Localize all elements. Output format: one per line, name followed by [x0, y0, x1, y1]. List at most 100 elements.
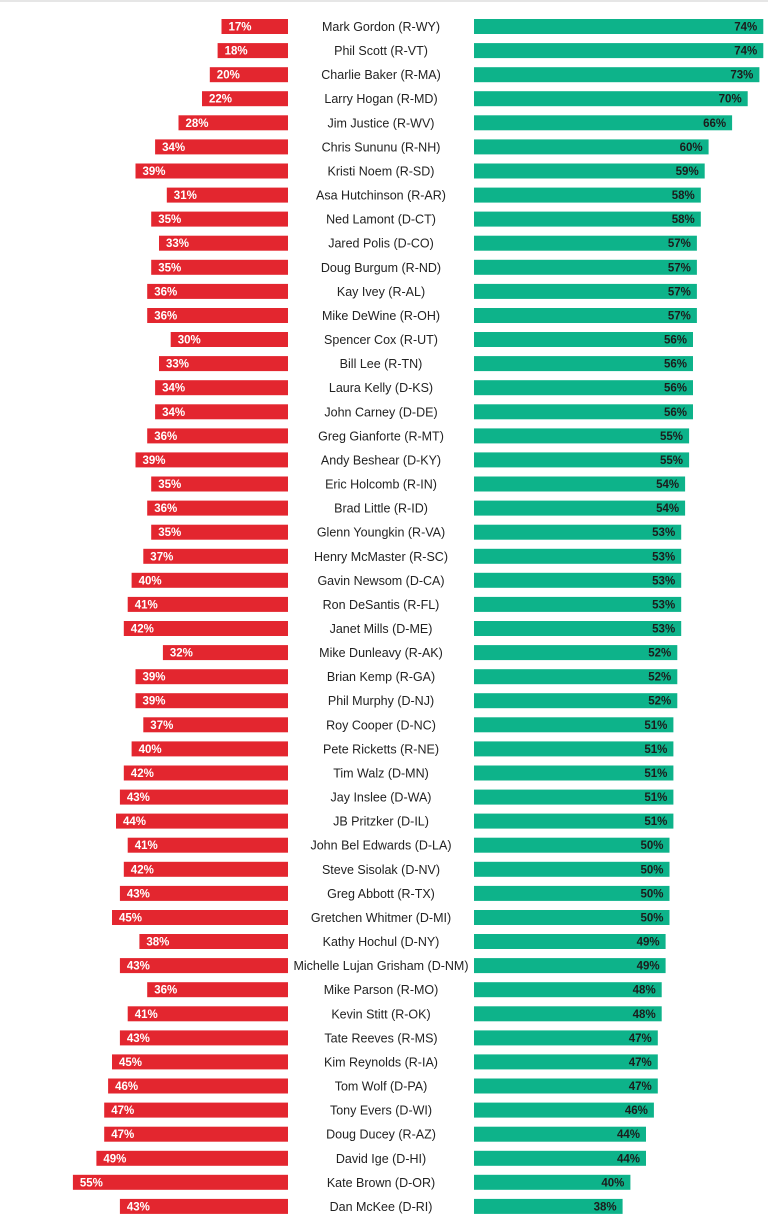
- disapprove-value-label: 47%: [111, 1105, 134, 1117]
- approve-bar: [474, 332, 693, 347]
- approve-value-label: 74%: [734, 22, 757, 34]
- governor-label: JB Pritzker (D-IL): [333, 815, 429, 829]
- disapprove-value-label: 39%: [143, 672, 166, 684]
- disapprove-bar: [155, 139, 288, 155]
- disapprove-bar: [217, 43, 288, 59]
- disapprove-bar: [116, 813, 288, 829]
- approve-bar: [474, 163, 705, 179]
- approve-value-label: 50%: [640, 888, 663, 900]
- disapprove-bar: [127, 1006, 288, 1022]
- disapprove-bar: [147, 982, 288, 998]
- approve-bar: [474, 741, 674, 757]
- approve-value-label: 58%: [672, 190, 695, 202]
- approve-bar: [474, 1174, 631, 1190]
- approve-bar: [474, 235, 697, 251]
- approve-bar: [474, 693, 678, 709]
- governor-label: Janet Mills (D-ME): [330, 622, 433, 636]
- disapprove-bar: [166, 187, 288, 203]
- disapprove-value-label: 37%: [150, 720, 173, 732]
- approve-bar: [474, 861, 670, 877]
- disapprove-bar: [151, 259, 288, 275]
- disapprove-bar: [147, 283, 288, 299]
- disapprove-value-label: 43%: [127, 1033, 150, 1045]
- disapprove-value-label: 42%: [131, 624, 154, 636]
- approve-bar: [474, 356, 693, 372]
- governor-label: Laura Kelly (D-KS): [329, 381, 433, 395]
- governor-label: Asa Hutchinson (R-AR): [316, 189, 446, 203]
- disapprove-value-label: 43%: [127, 888, 150, 900]
- approve-bar: [474, 765, 674, 781]
- top-divider: [0, 0, 768, 2]
- disapprove-value-label: 46%: [115, 1081, 138, 1093]
- approve-value-label: 57%: [668, 286, 691, 298]
- disapprove-value-label: 35%: [158, 479, 181, 491]
- disapprove-bar: [96, 1150, 289, 1166]
- disapprove-bar: [155, 380, 288, 396]
- governor-label: Bill Lee (R-TN): [340, 357, 423, 371]
- disapprove-bar: [108, 1078, 288, 1094]
- disapprove-bar: [119, 1030, 289, 1046]
- governor-label: Mike Dunleavy (R-AK): [319, 646, 443, 660]
- governor-label: Henry McMaster (R-SC): [314, 550, 448, 564]
- approve-bar: [474, 1054, 658, 1070]
- governor-label: Brian Kemp (R-GA): [327, 670, 435, 684]
- approve-value-label: 47%: [629, 1033, 652, 1045]
- governor-label: Jay Inslee (D-WA): [331, 791, 432, 805]
- disapprove-bar: [151, 211, 288, 227]
- approve-value-label: 55%: [660, 455, 683, 467]
- disapprove-value-label: 40%: [139, 744, 162, 756]
- approve-bar: [474, 1030, 658, 1046]
- governor-label: Greg Gianforte (R-MT): [318, 429, 444, 443]
- approve-bar: [474, 211, 701, 227]
- disapprove-value-label: 22%: [209, 94, 232, 106]
- disapprove-value-label: 35%: [158, 527, 181, 539]
- disapprove-value-label: 31%: [174, 190, 197, 202]
- approve-bar: [474, 934, 666, 949]
- approve-bar: [474, 837, 670, 853]
- approve-value-label: 58%: [672, 214, 695, 226]
- governor-label: Michelle Lujan Grisham (D-NM): [293, 959, 468, 973]
- approve-bar: [474, 187, 701, 203]
- disapprove-value-label: 20%: [217, 70, 240, 82]
- governor-label: John Carney (D-DE): [324, 405, 437, 419]
- approve-value-label: 51%: [644, 768, 667, 780]
- approve-value-label: 51%: [644, 744, 667, 756]
- governor-label: Dan McKee (D-RI): [330, 1200, 433, 1214]
- disapprove-value-label: 42%: [131, 864, 154, 876]
- governor-label: Phil Murphy (D-NJ): [328, 694, 434, 708]
- disapprove-value-label: 42%: [131, 768, 154, 780]
- governor-label: Kay Ivey (R-AL): [337, 285, 425, 299]
- approve-value-label: 66%: [703, 118, 726, 130]
- approve-bar: [474, 1126, 646, 1142]
- disapprove-bar: [162, 645, 288, 661]
- approve-value-label: 51%: [644, 792, 667, 804]
- approve-value-label: 56%: [664, 383, 687, 395]
- governor-label: Spencer Cox (R-UT): [324, 333, 438, 347]
- governor-label: Brad Little (R-ID): [334, 502, 428, 516]
- disapprove-bar: [151, 476, 288, 492]
- governor-label: Gavin Newsom (D-CA): [317, 574, 444, 588]
- disapprove-bar: [135, 669, 288, 685]
- disapprove-value-label: 32%: [170, 648, 193, 660]
- approve-bar: [474, 500, 686, 516]
- approve-value-label: 57%: [668, 238, 691, 250]
- disapprove-value-label: 43%: [127, 961, 150, 973]
- approve-value-label: 52%: [648, 672, 671, 684]
- approve-value-label: 49%: [637, 937, 660, 949]
- approve-bar: [474, 380, 693, 396]
- governor-label: Glenn Youngkin (R-VA): [317, 526, 445, 540]
- disapprove-bar: [147, 428, 288, 444]
- disapprove-bar: [72, 1174, 289, 1190]
- approve-bar: [474, 669, 678, 685]
- approve-value-label: 44%: [617, 1129, 640, 1141]
- disapprove-bar: [209, 67, 288, 83]
- approve-value-label: 57%: [668, 262, 691, 274]
- disapprove-value-label: 28%: [186, 118, 209, 130]
- governor-label: Larry Hogan (R-MD): [324, 92, 437, 106]
- disapprove-value-label: 17%: [229, 22, 252, 34]
- approve-value-label: 52%: [648, 648, 671, 660]
- governor-label: Kim Reynolds (R-IA): [324, 1055, 438, 1069]
- approve-bar: [474, 813, 674, 829]
- approve-bar: [474, 524, 682, 540]
- disapprove-bar: [119, 789, 289, 805]
